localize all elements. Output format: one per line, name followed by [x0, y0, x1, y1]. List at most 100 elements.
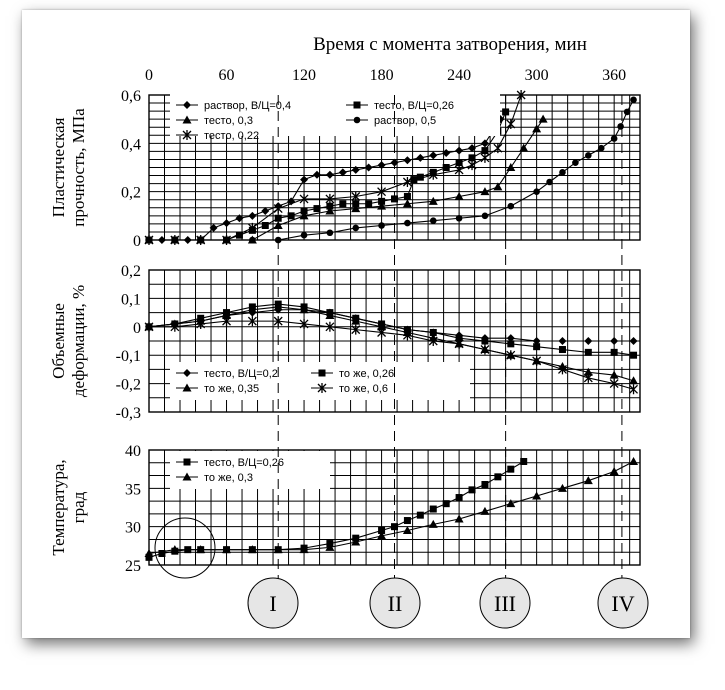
- stage-label: III: [494, 591, 516, 616]
- data-point: [325, 170, 334, 179]
- data-point: [609, 370, 619, 379]
- data-point: [481, 337, 489, 345]
- data-point: [429, 328, 437, 336]
- x-tick-label: 300: [525, 67, 549, 84]
- y-tick-label: 0,4: [121, 136, 141, 153]
- data-point: [584, 337, 593, 345]
- y-tick-label: 0,6: [121, 88, 141, 105]
- data-point: [351, 165, 360, 174]
- series-line: [148, 309, 634, 342]
- data-point: [353, 116, 361, 124]
- data-point: [402, 199, 412, 208]
- data-point: [538, 114, 548, 123]
- data-point: [247, 305, 257, 314]
- data-point: [559, 169, 566, 176]
- data-point: [222, 310, 232, 319]
- data-point: [429, 217, 437, 224]
- data-point: [610, 348, 618, 356]
- stage-circle: [247, 577, 299, 629]
- data-point: [209, 223, 218, 232]
- y-tick-label: 25: [125, 558, 141, 575]
- data-point: [410, 176, 418, 184]
- data-point: [158, 550, 166, 557]
- data-point: [516, 90, 526, 100]
- data-point: [299, 545, 309, 554]
- data-point: [585, 152, 592, 159]
- data-point: [584, 348, 592, 356]
- data-point: [391, 523, 398, 531]
- data-point: [274, 214, 282, 222]
- data-point: [351, 204, 361, 213]
- data-point: [403, 156, 412, 165]
- data-point: [630, 351, 638, 359]
- data-point: [630, 96, 637, 104]
- data-point: [300, 231, 308, 239]
- stage-label: IV: [611, 591, 634, 616]
- chart-panel-2: тесто, В/Ц=0,2 то же, 0,26 то же, 0,35 то ж…: [144, 269, 641, 413]
- legend-label: то же, 0,35: [204, 383, 259, 395]
- legend-label: то же, 0,26: [339, 368, 394, 380]
- data-point: [247, 222, 257, 233]
- stage-marker: II: [369, 577, 421, 629]
- data-point: [609, 466, 619, 475]
- data-point: [468, 486, 476, 494]
- data-point: [507, 465, 515, 473]
- data-point: [222, 235, 231, 245]
- y-tick-label: -0,1: [116, 348, 141, 365]
- series-line: [148, 306, 634, 382]
- stage-circle: [479, 577, 531, 629]
- data-point: [145, 553, 153, 561]
- data-point: [455, 146, 464, 155]
- y-axis-label: Объемные: [49, 303, 68, 379]
- x-tick-label: 180: [370, 67, 394, 84]
- data-point: [480, 139, 489, 148]
- data-point: [532, 355, 542, 366]
- series-4: [144, 316, 638, 395]
- data-point: [480, 506, 490, 515]
- legend-label: тесто, В/Ц=0,26: [204, 457, 284, 469]
- data-point: [196, 545, 206, 554]
- data-point: [506, 334, 515, 343]
- data-point: [617, 123, 624, 130]
- data-point: [299, 318, 309, 329]
- data-point: [183, 369, 191, 377]
- data-point: [468, 144, 477, 153]
- data-point: [428, 169, 438, 180]
- data-point: [378, 197, 386, 205]
- data-point: [428, 196, 438, 205]
- data-point: [546, 178, 553, 186]
- data-point: [300, 175, 309, 184]
- data-point: [454, 514, 464, 523]
- data-point: [416, 511, 424, 519]
- stage-marker: I: [247, 577, 299, 629]
- stage-label: I: [269, 591, 276, 616]
- legend-label: тесто, 0,22: [204, 130, 259, 142]
- data-point: [235, 214, 244, 223]
- data-point: [338, 168, 347, 177]
- stage-circle: [597, 577, 649, 629]
- y-axis-label: Пластическая: [49, 117, 68, 217]
- data-point: [416, 173, 424, 181]
- data-point: [351, 316, 361, 325]
- data-point: [300, 207, 308, 215]
- data-point: [351, 537, 361, 546]
- data-point: [326, 229, 334, 237]
- data-point: [287, 212, 295, 220]
- data-point: [261, 222, 269, 229]
- data-point: [182, 130, 192, 140]
- data-point: [325, 321, 335, 332]
- legend-label: то же, 0,6: [339, 383, 388, 395]
- data-point: [572, 159, 579, 166]
- data-point: [609, 378, 619, 389]
- data-point: [533, 188, 540, 195]
- data-point: [557, 483, 567, 492]
- data-point: [353, 101, 361, 109]
- data-point: [325, 542, 335, 551]
- data-point: [454, 192, 464, 200]
- data-point: [583, 367, 593, 376]
- data-point: [299, 193, 309, 204]
- data-point: [403, 193, 411, 200]
- data-point: [428, 336, 438, 346]
- plot-frame: [148, 269, 641, 413]
